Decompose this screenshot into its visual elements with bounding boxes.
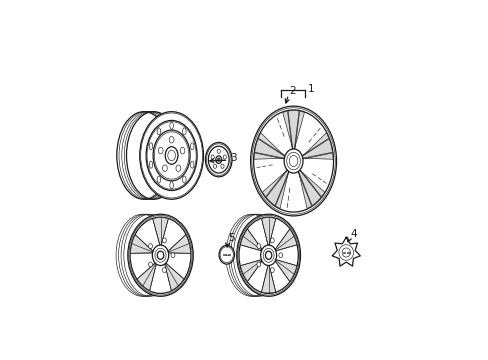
Polygon shape: [331, 237, 360, 266]
Polygon shape: [164, 263, 183, 291]
Ellipse shape: [284, 149, 303, 173]
Ellipse shape: [236, 214, 300, 296]
Polygon shape: [137, 263, 156, 291]
Ellipse shape: [152, 245, 168, 266]
Ellipse shape: [260, 245, 276, 266]
Ellipse shape: [148, 262, 152, 267]
Ellipse shape: [140, 112, 203, 199]
Ellipse shape: [270, 238, 274, 243]
Ellipse shape: [217, 158, 220, 161]
Ellipse shape: [146, 121, 197, 190]
Polygon shape: [282, 111, 304, 149]
Polygon shape: [130, 235, 153, 253]
Polygon shape: [168, 235, 190, 253]
Polygon shape: [254, 133, 285, 159]
Polygon shape: [275, 260, 296, 282]
Ellipse shape: [256, 244, 260, 248]
Ellipse shape: [162, 238, 166, 243]
Text: 5: 5: [228, 233, 235, 243]
Ellipse shape: [127, 214, 193, 296]
Polygon shape: [298, 170, 324, 208]
Polygon shape: [240, 260, 262, 282]
Ellipse shape: [158, 147, 163, 154]
Text: 3: 3: [229, 153, 236, 163]
Ellipse shape: [162, 267, 166, 273]
Ellipse shape: [169, 136, 174, 143]
Ellipse shape: [171, 253, 175, 258]
Polygon shape: [302, 133, 332, 159]
Ellipse shape: [250, 106, 336, 216]
Ellipse shape: [215, 156, 221, 163]
Ellipse shape: [278, 253, 282, 258]
Text: 2: 2: [289, 86, 295, 96]
Ellipse shape: [219, 245, 234, 264]
Polygon shape: [240, 229, 262, 251]
Ellipse shape: [153, 130, 190, 181]
Polygon shape: [261, 217, 275, 245]
Text: 1: 1: [307, 84, 313, 94]
Ellipse shape: [148, 244, 152, 248]
Text: 4: 4: [350, 229, 356, 239]
Ellipse shape: [270, 267, 274, 273]
Ellipse shape: [162, 165, 167, 171]
Ellipse shape: [180, 147, 184, 154]
Ellipse shape: [256, 262, 260, 267]
Polygon shape: [152, 217, 168, 245]
Ellipse shape: [176, 165, 181, 171]
Polygon shape: [261, 265, 275, 293]
Polygon shape: [262, 170, 288, 208]
Ellipse shape: [165, 147, 178, 164]
Ellipse shape: [208, 146, 229, 173]
Ellipse shape: [205, 143, 232, 177]
Polygon shape: [275, 229, 296, 251]
